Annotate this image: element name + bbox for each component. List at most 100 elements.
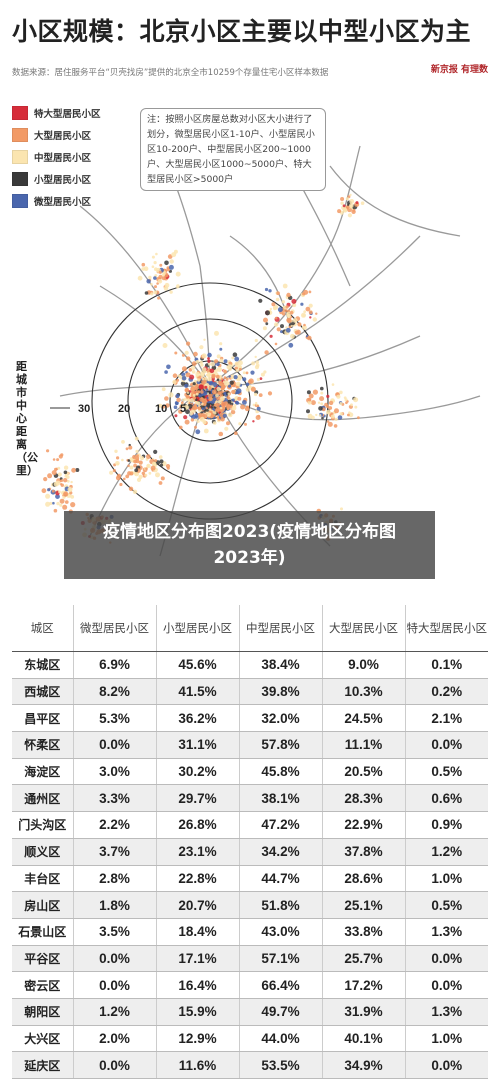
community-dot xyxy=(308,290,312,294)
share-cell: 24.5% xyxy=(321,704,405,733)
community-dot xyxy=(200,363,204,367)
legend-swatch xyxy=(12,128,28,142)
share-cell: 28.3% xyxy=(321,784,405,813)
community-dot xyxy=(305,306,311,312)
share-cell: 1.0% xyxy=(404,865,488,893)
community-dot xyxy=(326,420,330,423)
community-dot xyxy=(320,402,324,406)
legend-label: 特大型居民小区 xyxy=(34,109,101,120)
community-dot xyxy=(213,411,217,415)
community-dot xyxy=(253,392,258,397)
community-dot xyxy=(141,262,146,267)
share-cell: 31.9% xyxy=(321,998,405,1026)
community-dot xyxy=(128,445,133,450)
district-name: 怀柔区 xyxy=(12,731,73,759)
community-dot xyxy=(201,397,204,400)
community-dot xyxy=(349,193,352,197)
community-dot xyxy=(114,449,118,453)
table-row: 海淀区 3.0% 30.2% 45.8% 20.5% 0.5% xyxy=(12,758,488,786)
community-dot xyxy=(53,481,59,487)
community-dot xyxy=(237,396,242,401)
district-size-table: 城区 微型居民小区 小型居民小区 中型居民小区 大型居民小区 特大型居民小区 东城区 6.9… xyxy=(12,605,488,1079)
share-cell: 1.8% xyxy=(72,891,156,919)
community-dot xyxy=(144,291,149,295)
community-dot xyxy=(185,372,191,378)
community-dot xyxy=(318,406,323,411)
community-dot xyxy=(236,381,241,387)
community-dot xyxy=(196,401,201,406)
community-dot xyxy=(157,279,163,284)
community-dot xyxy=(163,286,169,291)
community-dot xyxy=(254,365,260,370)
community-dot xyxy=(161,387,166,392)
community-dot xyxy=(227,392,231,396)
legend-swatch xyxy=(12,150,28,164)
community-dot xyxy=(148,471,152,475)
district-name: 海淀区 xyxy=(12,758,73,786)
community-dot xyxy=(146,464,150,468)
community-dot xyxy=(354,405,358,409)
community-dot xyxy=(137,275,143,281)
community-dot xyxy=(333,424,338,428)
community-dot xyxy=(174,414,178,418)
share-cell: 3.3% xyxy=(72,784,156,813)
community-dot xyxy=(289,310,294,315)
share-cell: 10.3% xyxy=(321,678,405,706)
share-cell: 3.5% xyxy=(72,918,156,946)
community-dot xyxy=(228,412,233,418)
community-dot xyxy=(321,416,324,420)
community-dot xyxy=(70,502,76,508)
community-dot xyxy=(178,409,183,414)
community-dot xyxy=(357,416,360,420)
share-cell: 39.8% xyxy=(238,678,322,706)
community-dot xyxy=(159,459,164,464)
community-dot xyxy=(310,400,316,406)
community-dot xyxy=(115,475,121,481)
community-dot xyxy=(306,409,310,414)
community-dot xyxy=(129,465,134,470)
share-cell: 5.3% xyxy=(72,704,156,733)
community-dot xyxy=(274,316,278,320)
community-dot xyxy=(215,402,219,406)
community-dot xyxy=(162,343,168,348)
community-dot xyxy=(193,351,198,357)
community-dot xyxy=(186,356,191,361)
community-dot xyxy=(66,479,70,483)
community-dot xyxy=(211,385,214,388)
community-dot xyxy=(186,398,191,402)
share-cell: 57.1% xyxy=(238,945,322,973)
community-dot xyxy=(181,366,187,372)
community-dot xyxy=(197,378,201,382)
community-dot xyxy=(258,298,263,303)
community-dot xyxy=(199,384,204,390)
distance-axis-label: 距城市中心距离（公里） xyxy=(16,360,38,477)
community-dot xyxy=(207,412,212,417)
district-name: 密云区 xyxy=(12,971,73,999)
community-dot xyxy=(234,361,240,367)
legend-item: 微型居民小区 xyxy=(12,190,101,212)
community-dot xyxy=(53,508,58,513)
share-cell: 6.9% xyxy=(72,651,156,679)
community-dot xyxy=(172,373,178,379)
community-dot xyxy=(340,507,343,511)
community-dot xyxy=(194,425,197,429)
community-dot xyxy=(263,317,268,323)
share-cell: 9.0% xyxy=(321,651,405,679)
share-cell: 0.0% xyxy=(404,731,488,759)
community-dot xyxy=(345,197,349,201)
caption-text: 疫情地区分布图2023(疫情地区分布图2023年) xyxy=(102,522,397,568)
community-dot xyxy=(216,354,221,359)
community-dot xyxy=(215,407,220,412)
community-dot xyxy=(355,201,359,205)
community-dot xyxy=(55,494,60,499)
caption-overlay: 疫情地区分布图2023(疫情地区分布图2023年) xyxy=(64,511,435,579)
community-dot xyxy=(216,415,220,419)
district-name: 丰台区 xyxy=(12,865,73,893)
community-dot xyxy=(309,316,312,319)
community-dot xyxy=(255,360,259,365)
community-dot xyxy=(154,459,158,463)
community-dot xyxy=(65,500,69,504)
share-cell: 11.6% xyxy=(155,1051,239,1079)
community-dot xyxy=(185,409,190,415)
community-dot xyxy=(240,404,246,410)
